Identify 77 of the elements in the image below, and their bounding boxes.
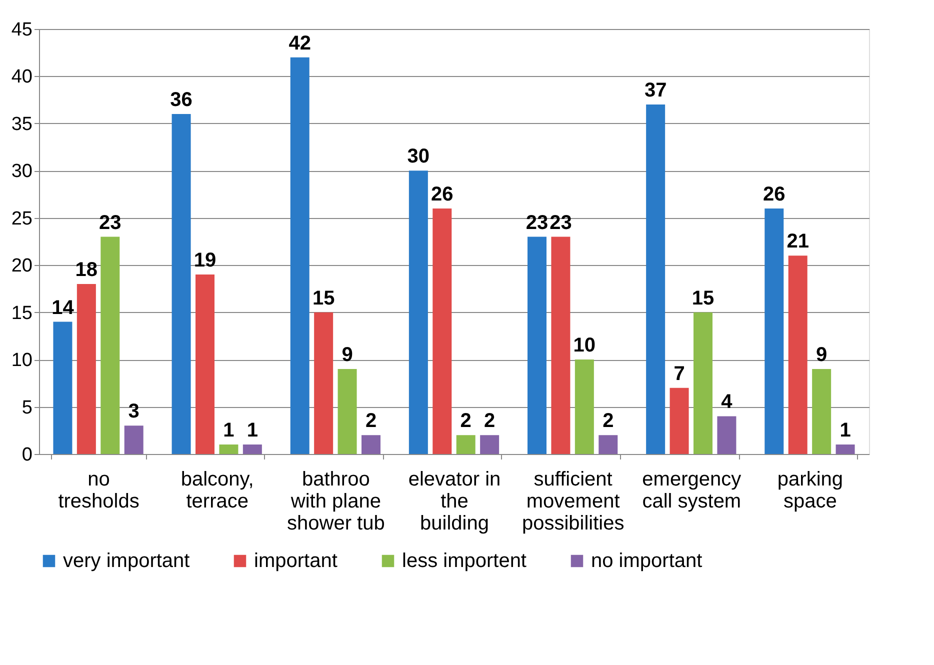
data-label: 19 (194, 250, 216, 272)
data-label: 1 (840, 420, 851, 442)
data-label: 9 (816, 344, 828, 366)
data-label: 21 (786, 230, 809, 253)
data-label: 3 (128, 400, 140, 423)
bar (53, 322, 72, 454)
data-label: 42 (288, 32, 311, 54)
bar (290, 57, 310, 454)
bar (242, 444, 262, 454)
y-tick-label: 25 (11, 208, 32, 230)
bar (836, 444, 855, 454)
bar (670, 388, 689, 454)
bar (76, 284, 96, 454)
y-tick-label: 45 (11, 20, 32, 40)
bar (196, 274, 214, 454)
x-tick-label: no tresholds (58, 468, 140, 512)
bar (551, 236, 570, 454)
x-tick-label: elevator in the building (408, 468, 501, 534)
data-label: 7 (674, 362, 685, 385)
bar (574, 360, 594, 454)
y-tick-label: 20 (11, 256, 32, 277)
data-label: 15 (692, 287, 714, 310)
y-tick-label: 35 (11, 114, 32, 135)
bar (788, 256, 808, 454)
bar (100, 236, 120, 454)
data-label: 14 (52, 296, 75, 319)
bar (314, 312, 334, 454)
bar (172, 114, 191, 454)
data-label: 15 (312, 287, 335, 310)
bar (408, 170, 428, 454)
data-label: 2 (365, 410, 377, 432)
bar (480, 435, 500, 454)
bar (764, 208, 784, 454)
bar (432, 208, 452, 454)
data-label: 4 (721, 391, 734, 414)
data-label: 2 (460, 410, 472, 432)
y-tick-label: 40 (11, 66, 32, 88)
x-tick-label: balcony, terrace (180, 468, 254, 512)
bar (362, 435, 380, 454)
data-label: 23 (550, 212, 572, 234)
bar (124, 426, 144, 454)
legend-label: important (254, 550, 338, 572)
x-tick-label: sufficient movement possibilities (522, 468, 624, 534)
data-label: 2 (602, 410, 614, 432)
bar (338, 369, 357, 454)
data-label: 2 (484, 410, 496, 432)
data-label: 9 (342, 344, 353, 366)
x-tick-label: parking space (777, 468, 844, 512)
y-tick-label: 10 (11, 350, 32, 372)
x-tick-label: emergency call system (642, 468, 742, 512)
bar (456, 435, 476, 454)
data-label: 26 (763, 183, 786, 206)
data-label: 18 (75, 259, 98, 281)
data-label: 10 (573, 334, 596, 357)
bar (528, 236, 546, 454)
legend-label: very important (63, 550, 190, 572)
y-tick-label: 30 (11, 161, 32, 182)
y-tick-label: 0 (22, 444, 32, 466)
bar (812, 369, 832, 454)
data-label: 23 (526, 212, 548, 234)
bar (646, 104, 666, 454)
bar (219, 444, 238, 454)
data-label: 37 (644, 80, 667, 102)
data-label: 30 (407, 146, 430, 168)
y-tick-label: 5 (22, 397, 32, 418)
data-label: 1 (246, 420, 258, 442)
legend-label: no important (591, 550, 703, 572)
x-tick-label: bathroo with plane shower tub (287, 468, 385, 534)
data-label: 36 (170, 89, 192, 111)
bar (694, 312, 712, 454)
y-tick-label: 15 (11, 302, 32, 324)
data-label: 26 (431, 183, 454, 206)
bar (717, 416, 736, 454)
legend-label: less importent (402, 550, 527, 572)
bar (598, 435, 618, 454)
data-label: 23 (99, 212, 122, 234)
data-label: 1 (223, 420, 234, 442)
